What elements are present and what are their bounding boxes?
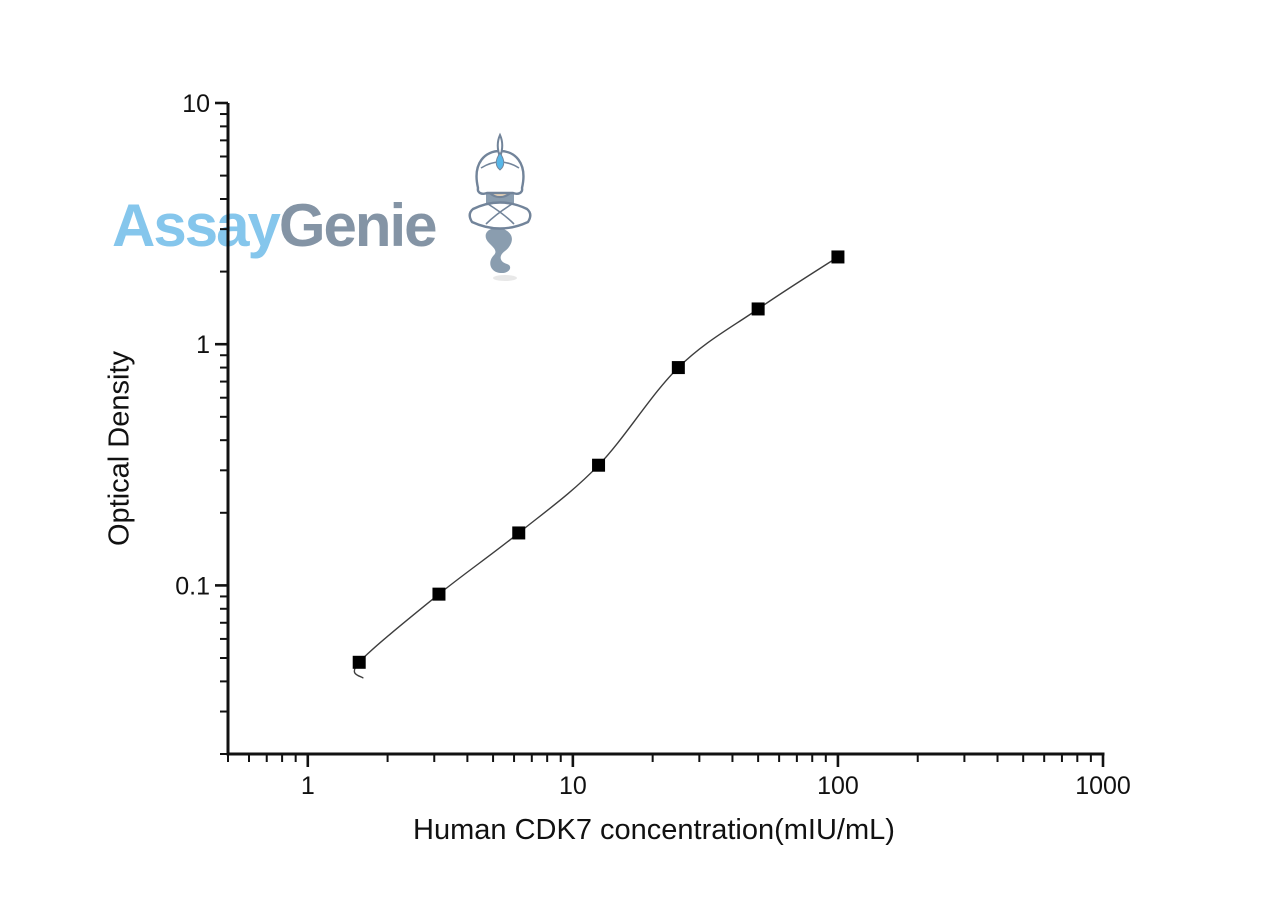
logo-text-assay: Assay <box>112 192 281 259</box>
x-axis-tick-label: 100 <box>817 772 859 800</box>
mascot-arm-crease-right <box>485 203 513 225</box>
y-axis-tick-label: 1 <box>196 331 210 359</box>
x-axis-tick-label: 10 <box>559 772 587 800</box>
mascot-turban <box>475 149 525 195</box>
x-axis-tick-label: 1 <box>301 772 315 800</box>
data-point-marker <box>671 361 685 375</box>
data-point-marker <box>432 587 446 601</box>
data-point-marker <box>592 458 606 472</box>
y-axis-tick-label: 10 <box>182 90 210 118</box>
y-axis-title: Optical Density <box>103 351 136 547</box>
data-point-marker <box>352 655 366 669</box>
mascot-smoke-tail <box>485 227 512 273</box>
data-point-marker <box>831 250 845 264</box>
mascot-gem <box>495 152 505 171</box>
data-point-marker <box>751 302 765 316</box>
mascot-shadow <box>493 275 517 281</box>
x-axis-tick-label: 1000 <box>1075 772 1131 800</box>
assaygenie-logo: Assay Genie <box>112 192 438 259</box>
mascot-arm-crease-left <box>487 203 515 225</box>
fit-curve <box>353 256 839 679</box>
data-point-marker <box>512 526 526 540</box>
x-axis-title: Human CDK7 concentration(mIU/mL) <box>413 814 895 846</box>
logo-text-genie: Genie <box>278 192 438 259</box>
y-axis-tick-label: 0.1 <box>175 572 210 600</box>
genie-mascot-icon <box>468 132 532 281</box>
